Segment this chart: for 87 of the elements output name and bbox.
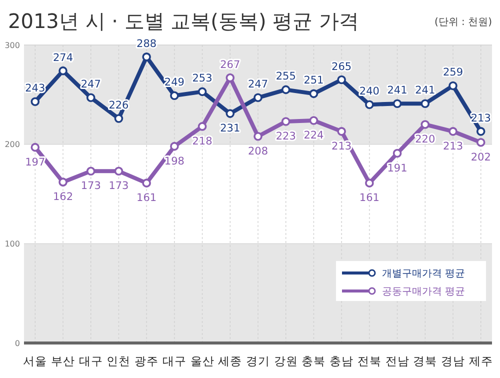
- point: [142, 178, 151, 188]
- data-label: 243: [25, 82, 46, 95]
- data-label: 198: [164, 155, 184, 168]
- x-tick-label: 강원: [274, 354, 298, 368]
- point: [281, 85, 290, 94]
- data-label: 218: [192, 135, 212, 148]
- x-tick-label: 대구: [78, 354, 103, 368]
- x-tick-label: 울산: [190, 354, 214, 368]
- x-tick-label: 서울: [23, 354, 48, 368]
- point: [337, 127, 346, 136]
- x-tick-label: 전북: [357, 354, 382, 368]
- point: [170, 91, 179, 100]
- point: [86, 166, 96, 176]
- data-label: 161: [136, 192, 157, 204]
- point: [420, 99, 430, 108]
- text: (단위 : 천원): [434, 17, 492, 28]
- x-tick-label: 경북: [413, 354, 438, 368]
- data-label: 231: [220, 122, 240, 135]
- data-label: 241: [387, 84, 408, 97]
- legend-label: 개별구매가격 평균: [382, 268, 466, 280]
- data-label: 259: [442, 66, 464, 79]
- y-tick-label: 300: [4, 40, 20, 50]
- x-tick-label: 인천: [106, 354, 131, 368]
- point: [254, 132, 262, 141]
- y-tick-label: 200: [4, 140, 20, 150]
- data-label: 247: [80, 78, 101, 91]
- legend-label: 공동구매가격 평균: [382, 286, 466, 298]
- data-label: 224: [304, 129, 324, 142]
- point: [392, 148, 402, 158]
- x-tick-label: 충남: [330, 354, 354, 368]
- data-label: 241: [415, 84, 436, 97]
- point: [281, 117, 290, 126]
- x-tick-label: 경기: [246, 354, 270, 368]
- x-tick-label: 부산: [51, 354, 75, 368]
- point: [309, 116, 318, 125]
- y-tick-label: 100: [4, 239, 20, 248]
- data-label: 274: [52, 52, 74, 64]
- x-tick-label: 대구: [162, 354, 186, 368]
- data-label: 265: [332, 60, 352, 73]
- data-label: 247: [248, 78, 268, 91]
- point: [30, 142, 40, 152]
- data-label: 173: [80, 180, 101, 192]
- point: [30, 97, 40, 106]
- point: [58, 66, 68, 76]
- x-tick-label: 전남: [385, 354, 410, 368]
- data-label: 267: [220, 58, 240, 71]
- data-label: 253: [192, 72, 212, 85]
- data-label: 202: [470, 151, 491, 164]
- data-label: 162: [52, 191, 74, 204]
- data-label: 191: [387, 162, 408, 174]
- point: [476, 138, 486, 147]
- data-label: 288: [136, 38, 157, 50]
- point: [365, 178, 374, 188]
- x-tick-label: 경남: [441, 354, 465, 368]
- x-tick-label: 충북: [302, 354, 326, 368]
- data-label: 173: [108, 180, 129, 192]
- x-tick-label: 제주: [468, 354, 493, 368]
- point: [142, 52, 151, 62]
- data-label: 251: [304, 74, 324, 87]
- point: [448, 127, 458, 136]
- point: [392, 99, 402, 108]
- data-label: 255: [276, 70, 296, 83]
- point: [254, 93, 262, 102]
- point: [420, 120, 430, 129]
- data-label: 240: [359, 86, 380, 98]
- point: [114, 114, 124, 123]
- point: [476, 127, 486, 136]
- point: [309, 89, 318, 98]
- data-label: 161: [359, 192, 380, 204]
- point: [198, 87, 207, 96]
- y-tick-label: 0: [14, 338, 20, 348]
- point: [365, 100, 374, 109]
- x-tick-label: 세종: [218, 354, 242, 368]
- data-label: 223: [276, 130, 296, 142]
- data-label: 213: [442, 140, 464, 152]
- point: [58, 178, 68, 186]
- chart-title: 2013년 시 · 도별 교복(동복) 평균 가격: [8, 9, 360, 33]
- point: [226, 109, 235, 118]
- x-tick-label: 광주: [134, 354, 159, 368]
- point: [86, 93, 96, 102]
- point: [337, 75, 346, 84]
- point: [114, 166, 124, 176]
- data-label: 220: [415, 133, 436, 146]
- data-label: 208: [248, 145, 268, 158]
- point: [448, 81, 458, 90]
- point: [170, 142, 179, 151]
- point: [198, 122, 207, 131]
